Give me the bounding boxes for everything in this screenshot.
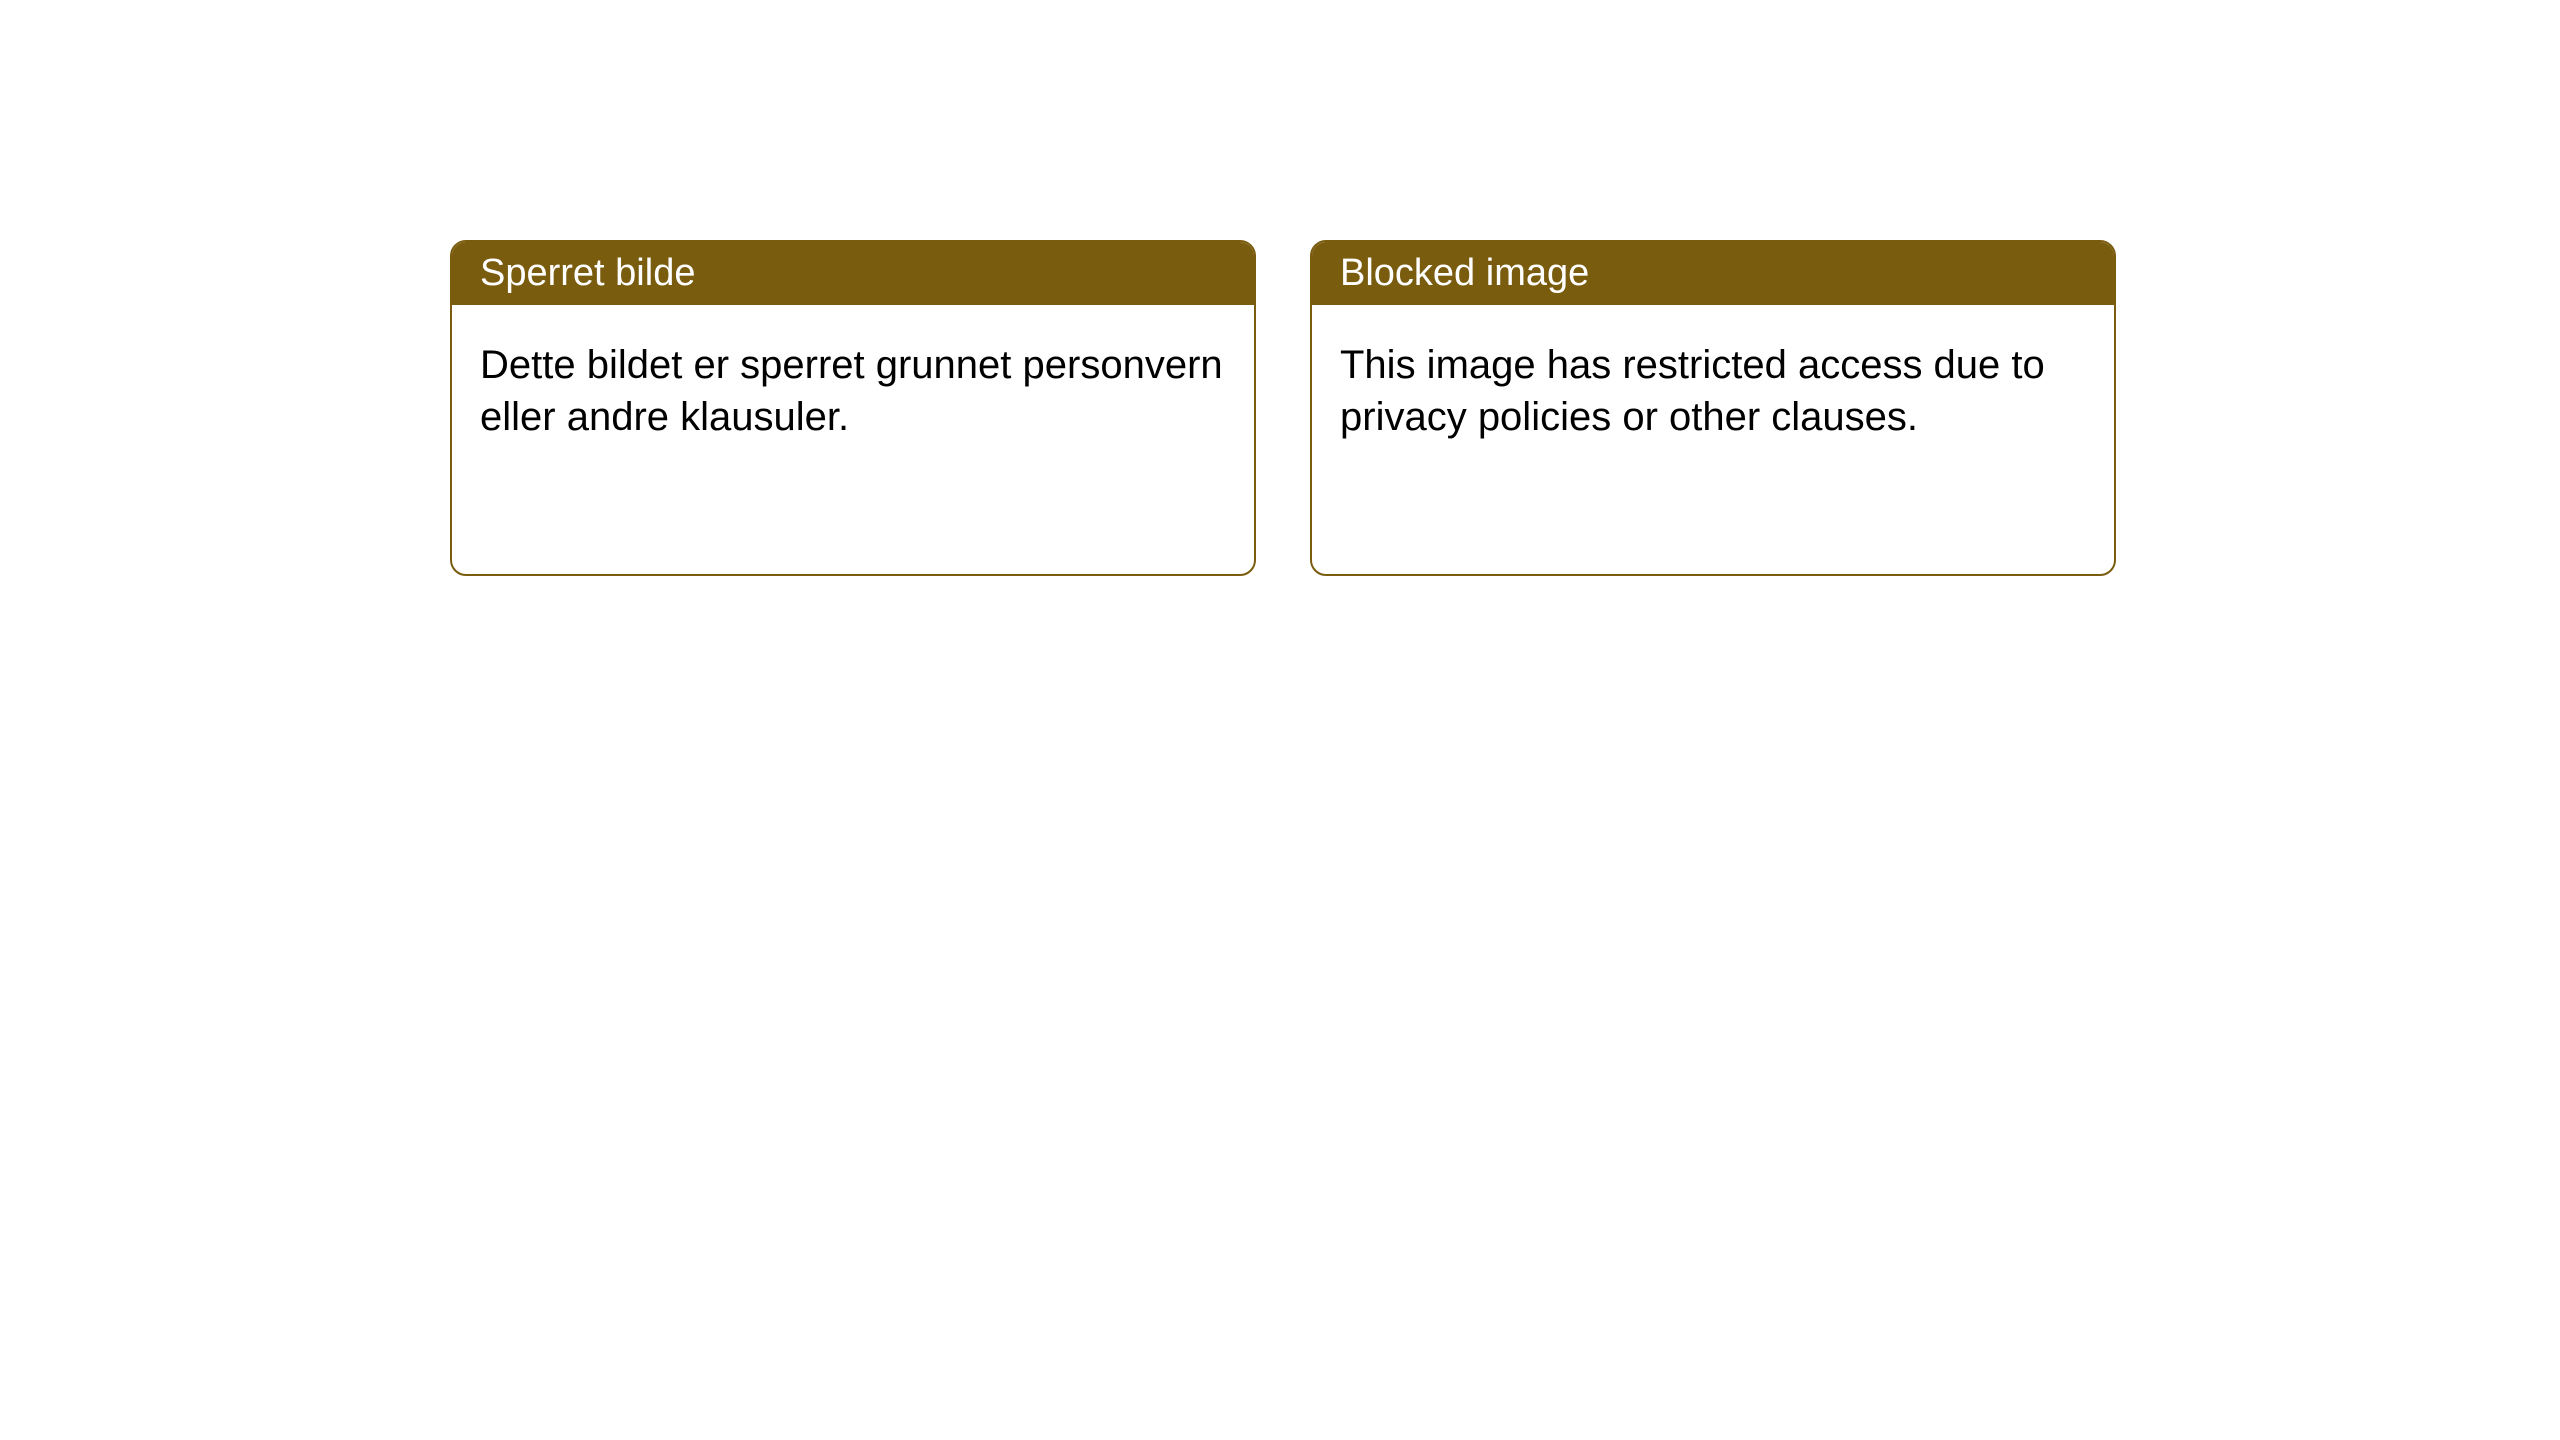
card-title: Blocked image (1340, 252, 1589, 294)
card-header: Sperret bilde (452, 242, 1254, 305)
card-header: Blocked image (1312, 242, 2114, 305)
card-body-text: This image has restricted access due to … (1340, 343, 2045, 439)
card-body: This image has restricted access due to … (1312, 305, 2114, 477)
card-body-text: Dette bildet er sperret grunnet personve… (480, 343, 1223, 439)
card-title: Sperret bilde (480, 252, 695, 294)
card-body: Dette bildet er sperret grunnet personve… (452, 305, 1254, 477)
cards-container: Sperret bilde Dette bildet er sperret gr… (450, 240, 2116, 576)
blocked-image-card-en: Blocked image This image has restricted … (1310, 240, 2116, 576)
blocked-image-card-no: Sperret bilde Dette bildet er sperret gr… (450, 240, 1256, 576)
